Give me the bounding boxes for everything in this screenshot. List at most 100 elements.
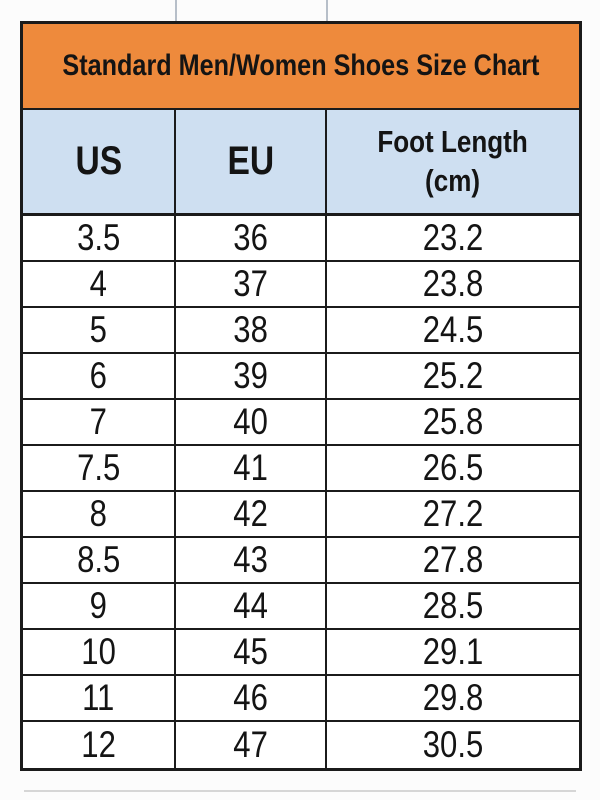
header-foot-length-label: Foot Length (cm) [378, 123, 528, 201]
table-row: 11 46 29.8 [23, 676, 579, 722]
eu-size-cell: 36 [176, 216, 327, 260]
us-size-cell: 10 [23, 630, 176, 674]
table-row: 10 45 29.1 [23, 630, 579, 676]
table-row: 6 39 25.2 [23, 354, 579, 400]
foot-length-value: 23.2 [422, 217, 484, 258]
eu-size-cell: 41 [176, 446, 327, 490]
us-size-value: 12 [81, 724, 116, 765]
foot-length-value: 29.1 [422, 631, 484, 672]
table-row: 7.5 41 26.5 [23, 446, 579, 492]
foot-length-cell: 27.8 [327, 538, 579, 582]
header-cell-us: US [23, 110, 176, 213]
table-row: 4 37 23.8 [23, 262, 579, 308]
eu-size-value: 45 [233, 631, 268, 672]
eu-size-value: 40 [233, 401, 268, 442]
foot-length-value: 28.5 [422, 585, 484, 626]
size-chart-table: Standard Men/Women Shoes Size Chart US E… [20, 21, 582, 771]
eu-size-value: 43 [233, 539, 268, 580]
foot-length-cell: 26.5 [327, 446, 579, 490]
eu-size-value: 37 [233, 263, 268, 304]
eu-size-cell: 43 [176, 538, 327, 582]
gridline-vertical [175, 0, 177, 21]
us-size-value: 8.5 [76, 539, 121, 580]
foot-length-cell: 29.1 [327, 630, 579, 674]
foot-length-value: 25.2 [422, 355, 484, 396]
table-row: 5 38 24.5 [23, 308, 579, 354]
foot-length-value: 27.2 [422, 493, 484, 534]
header-foot-length-line2: (cm) [425, 162, 481, 198]
us-size-value: 5 [89, 309, 108, 350]
foot-length-value: 23.8 [422, 263, 484, 304]
eu-size-cell: 38 [176, 308, 327, 352]
header-us-label: US [75, 139, 122, 183]
eu-size-cell: 45 [176, 630, 327, 674]
chart-title: Standard Men/Women Shoes Size Chart [62, 49, 540, 82]
table-row: 7 40 25.8 [23, 400, 579, 446]
eu-size-cell: 44 [176, 584, 327, 628]
foot-length-cell: 23.8 [327, 262, 579, 306]
eu-size-value: 36 [233, 217, 268, 258]
foot-length-value: 26.5 [422, 447, 484, 488]
foot-length-value: 29.8 [422, 677, 484, 718]
foot-length-cell: 28.5 [327, 584, 579, 628]
us-size-cell: 9 [23, 584, 176, 628]
us-size-value: 9 [89, 585, 108, 626]
us-size-cell: 12 [23, 722, 176, 768]
us-size-cell: 11 [23, 676, 176, 720]
us-size-cell: 7.5 [23, 446, 176, 490]
gridline-horizontal [24, 790, 576, 792]
table-row: 12 47 30.5 [23, 722, 579, 768]
us-size-value: 3.5 [76, 217, 121, 258]
foot-length-cell: 25.8 [327, 400, 579, 444]
eu-size-cell: 47 [176, 722, 327, 768]
eu-size-value: 46 [233, 677, 268, 718]
eu-size-value: 47 [233, 724, 268, 765]
us-size-value: 4 [89, 263, 108, 304]
us-size-cell: 3.5 [23, 216, 176, 260]
us-size-value: 7.5 [76, 447, 121, 488]
eu-size-cell: 40 [176, 400, 327, 444]
foot-length-cell: 30.5 [327, 722, 579, 768]
us-size-cell: 4 [23, 262, 176, 306]
header-foot-length-line1: Foot Length [377, 123, 529, 159]
us-size-cell: 7 [23, 400, 176, 444]
gridline-vertical [326, 0, 328, 21]
eu-size-value: 38 [233, 309, 268, 350]
foot-length-value: 24.5 [422, 309, 484, 350]
foot-length-value: 25.8 [422, 401, 484, 442]
eu-size-value: 44 [233, 585, 268, 626]
us-size-cell: 5 [23, 308, 176, 352]
foot-length-value: 30.5 [422, 724, 484, 765]
us-size-value: 7 [89, 401, 108, 442]
eu-size-cell: 39 [176, 354, 327, 398]
eu-size-cell: 46 [176, 676, 327, 720]
header-cell-foot-length: Foot Length (cm) [327, 110, 579, 213]
us-size-value: 10 [81, 631, 116, 672]
table-row: 3.5 36 23.2 [23, 216, 579, 262]
us-size-value: 8 [89, 493, 108, 534]
eu-size-cell: 42 [176, 492, 327, 536]
header-eu-label: EU [227, 139, 274, 183]
foot-length-value: 27.8 [422, 539, 484, 580]
foot-length-cell: 29.8 [327, 676, 579, 720]
us-size-cell: 6 [23, 354, 176, 398]
foot-length-cell: 24.5 [327, 308, 579, 352]
foot-length-cell: 23.2 [327, 216, 579, 260]
us-size-value: 6 [89, 355, 108, 396]
foot-length-cell: 25.2 [327, 354, 579, 398]
header-row: US EU Foot Length (cm) [23, 110, 579, 216]
chart-title-bar: Standard Men/Women Shoes Size Chart [23, 24, 579, 110]
header-cell-eu: EU [176, 110, 327, 213]
us-size-cell: 8 [23, 492, 176, 536]
table-row: 8.5 43 27.8 [23, 538, 579, 584]
eu-size-cell: 37 [176, 262, 327, 306]
eu-size-value: 39 [233, 355, 268, 396]
table-row: 9 44 28.5 [23, 584, 579, 630]
us-size-value: 11 [82, 677, 115, 718]
eu-size-value: 42 [233, 493, 268, 534]
table-row: 8 42 27.2 [23, 492, 579, 538]
us-size-cell: 8.5 [23, 538, 176, 582]
eu-size-value: 41 [233, 447, 268, 488]
foot-length-cell: 27.2 [327, 492, 579, 536]
